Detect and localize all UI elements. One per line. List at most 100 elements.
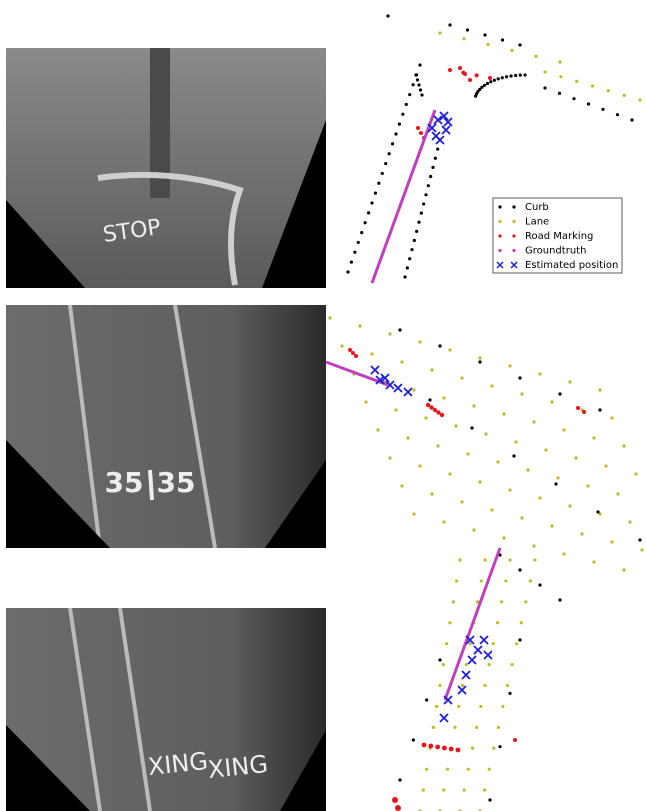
map-point xyxy=(463,72,467,76)
map-point xyxy=(568,504,571,507)
map-point xyxy=(572,97,575,100)
map-point xyxy=(408,93,411,96)
map-point xyxy=(340,344,343,347)
map-point xyxy=(466,28,469,31)
map-point xyxy=(587,102,590,105)
map-point xyxy=(364,400,367,403)
map-point xyxy=(638,98,641,101)
map-point xyxy=(442,396,445,399)
map-point xyxy=(398,123,401,126)
map-point xyxy=(523,73,526,76)
map-point xyxy=(449,747,454,752)
map-point xyxy=(497,77,500,80)
legend-label: Lane xyxy=(525,217,549,228)
map-point xyxy=(452,600,455,603)
map-point xyxy=(394,408,397,411)
map-point xyxy=(502,412,505,415)
map-point xyxy=(458,66,462,70)
map-point xyxy=(417,221,420,224)
map-point xyxy=(442,788,445,791)
estimated-position xyxy=(474,646,482,654)
map-point xyxy=(432,726,435,729)
map-point xyxy=(502,536,505,539)
legend-marker xyxy=(512,249,515,252)
map-point xyxy=(471,747,474,750)
estimated-position xyxy=(440,714,448,722)
map-point xyxy=(461,684,464,687)
map-point xyxy=(358,324,361,327)
map-point xyxy=(415,230,418,233)
map-point xyxy=(460,376,463,379)
map-point xyxy=(558,60,561,63)
map-point xyxy=(610,540,613,543)
map-point xyxy=(630,118,633,121)
map-point xyxy=(394,132,397,135)
map-point xyxy=(490,508,493,511)
legend-label: Groundtruth xyxy=(525,246,586,257)
map-point xyxy=(598,388,601,391)
map-point xyxy=(493,79,496,82)
estimated-position xyxy=(404,388,412,396)
map-point xyxy=(514,440,517,443)
map-point xyxy=(420,93,423,96)
map-point xyxy=(413,239,416,242)
groundtruth-path xyxy=(372,110,435,283)
map-point xyxy=(518,43,521,46)
camera-image: 35 35 xyxy=(6,305,326,548)
map-point xyxy=(623,94,626,97)
map-point xyxy=(580,532,583,535)
camera-image: STOP xyxy=(6,48,326,288)
map-point xyxy=(554,482,557,485)
map-point xyxy=(424,416,427,419)
map-point xyxy=(420,211,423,214)
map-point xyxy=(483,788,486,791)
map-point xyxy=(607,89,610,92)
map-point xyxy=(532,420,535,423)
map-point xyxy=(430,368,433,371)
map-point xyxy=(518,376,521,379)
map-point xyxy=(478,360,481,363)
map-point xyxy=(622,444,625,447)
legend-label: Road Marking xyxy=(525,231,593,242)
map-point xyxy=(468,642,471,645)
map-point xyxy=(436,444,439,447)
map-point xyxy=(543,70,546,73)
map-point xyxy=(412,738,415,741)
map-point xyxy=(568,380,571,383)
map-point xyxy=(462,37,465,40)
map-point xyxy=(436,148,439,151)
map-point xyxy=(514,74,517,77)
legend-marker xyxy=(512,205,515,208)
map-point xyxy=(429,175,432,178)
map-point xyxy=(479,705,482,708)
map-point xyxy=(544,448,547,451)
map-point xyxy=(529,579,532,582)
map-point xyxy=(412,388,415,391)
map-point xyxy=(483,558,486,561)
map-point xyxy=(488,663,491,666)
map-point xyxy=(480,86,483,89)
map-point xyxy=(508,692,511,695)
map-point xyxy=(388,332,391,335)
map-point xyxy=(492,642,495,645)
map-point xyxy=(370,201,373,204)
map-point xyxy=(472,404,475,407)
map-point xyxy=(475,726,478,729)
map-point xyxy=(418,464,421,467)
map-point xyxy=(556,476,559,479)
map-point xyxy=(518,568,521,571)
map-point xyxy=(350,261,353,264)
map-point xyxy=(416,78,419,81)
figure: STOP 35 35 XING XING CurbLaneRoad Markin… xyxy=(0,0,646,811)
map-point xyxy=(472,528,475,531)
map-point xyxy=(592,560,595,563)
map-point xyxy=(486,43,489,46)
map-point xyxy=(504,579,507,582)
map-point xyxy=(418,63,421,66)
map-point xyxy=(376,428,379,431)
map-point xyxy=(416,126,420,130)
map-point xyxy=(501,76,504,79)
map-point xyxy=(424,193,427,196)
estimated-position xyxy=(442,126,450,134)
map-point xyxy=(628,520,631,523)
